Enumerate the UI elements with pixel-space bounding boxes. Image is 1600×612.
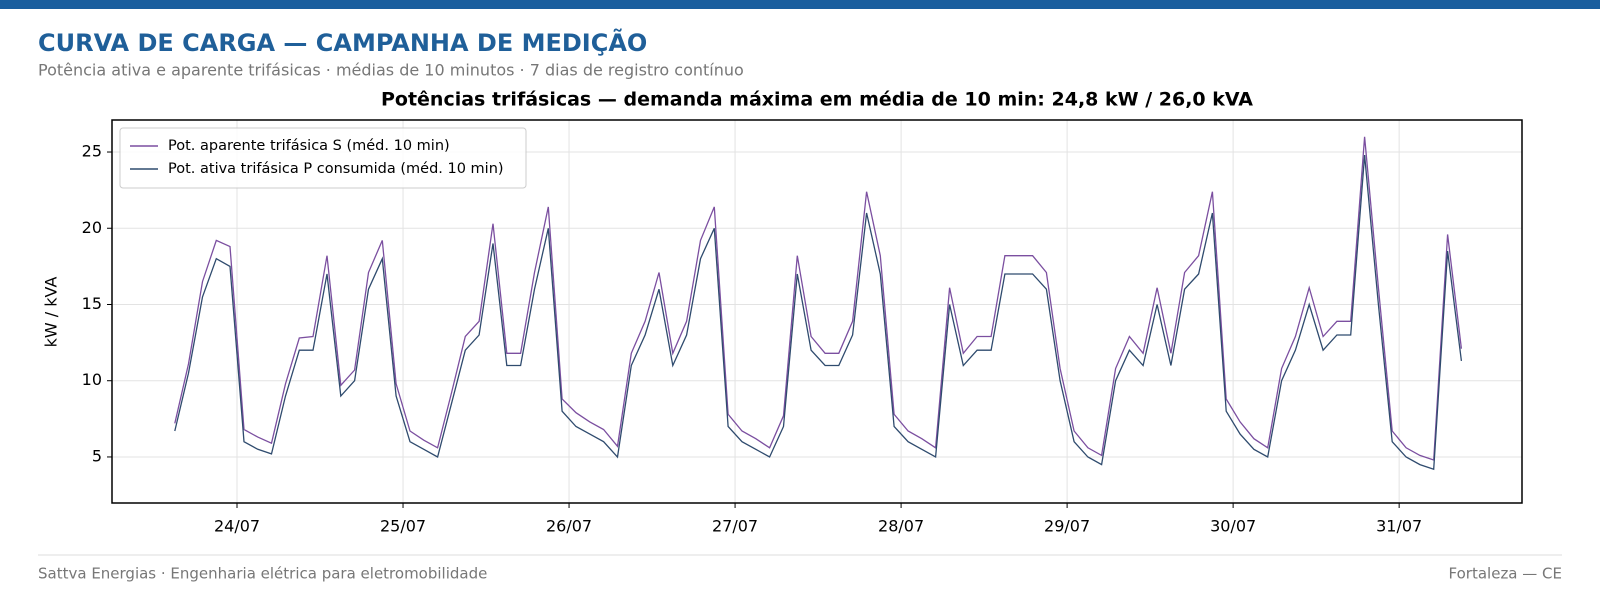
- top-bar: [0, 0, 1600, 9]
- page-title: CURVA DE CARGA — CAMPANHA DE MEDIÇÃO: [38, 28, 647, 57]
- x-tick-label: 25/07: [380, 517, 426, 536]
- plot-frame: [111, 119, 1523, 504]
- footer-right: Fortaleza — CE: [1449, 565, 1562, 583]
- legend-box: [119, 127, 527, 189]
- legend-label: Pot. ativa trifásica P consumida (méd. 1…: [168, 161, 504, 177]
- x-tick-label: 31/07: [1376, 517, 1422, 536]
- x-tick-label: 29/07: [1044, 517, 1090, 536]
- y-tick-label: 15: [82, 294, 102, 313]
- page-subtitle: Potência ativa e aparente trifásicas · m…: [38, 61, 744, 80]
- y-tick-label: 20: [82, 218, 102, 237]
- y-axis-label: kW / kVA: [42, 277, 61, 348]
- series-line: [174, 155, 1463, 471]
- x-tick-label: 24/07: [214, 517, 260, 536]
- footer-left: Sattva Energias · Engenharia elétrica pa…: [38, 565, 487, 583]
- x-tick-label: 28/07: [878, 517, 924, 536]
- x-tick-label: 30/07: [1210, 517, 1256, 536]
- y-tick-label: 25: [82, 142, 102, 161]
- legend-label: Pot. aparente trifásica S (méd. 10 min): [168, 138, 450, 154]
- series-line: [174, 136, 1463, 461]
- x-tick-label: 26/07: [546, 517, 592, 536]
- chart-title: Potências trifásicas — demanda máxima em…: [381, 89, 1253, 111]
- y-tick-label: 10: [82, 370, 102, 389]
- y-tick-label: 5: [92, 446, 102, 465]
- x-tick-label: 27/07: [712, 517, 758, 536]
